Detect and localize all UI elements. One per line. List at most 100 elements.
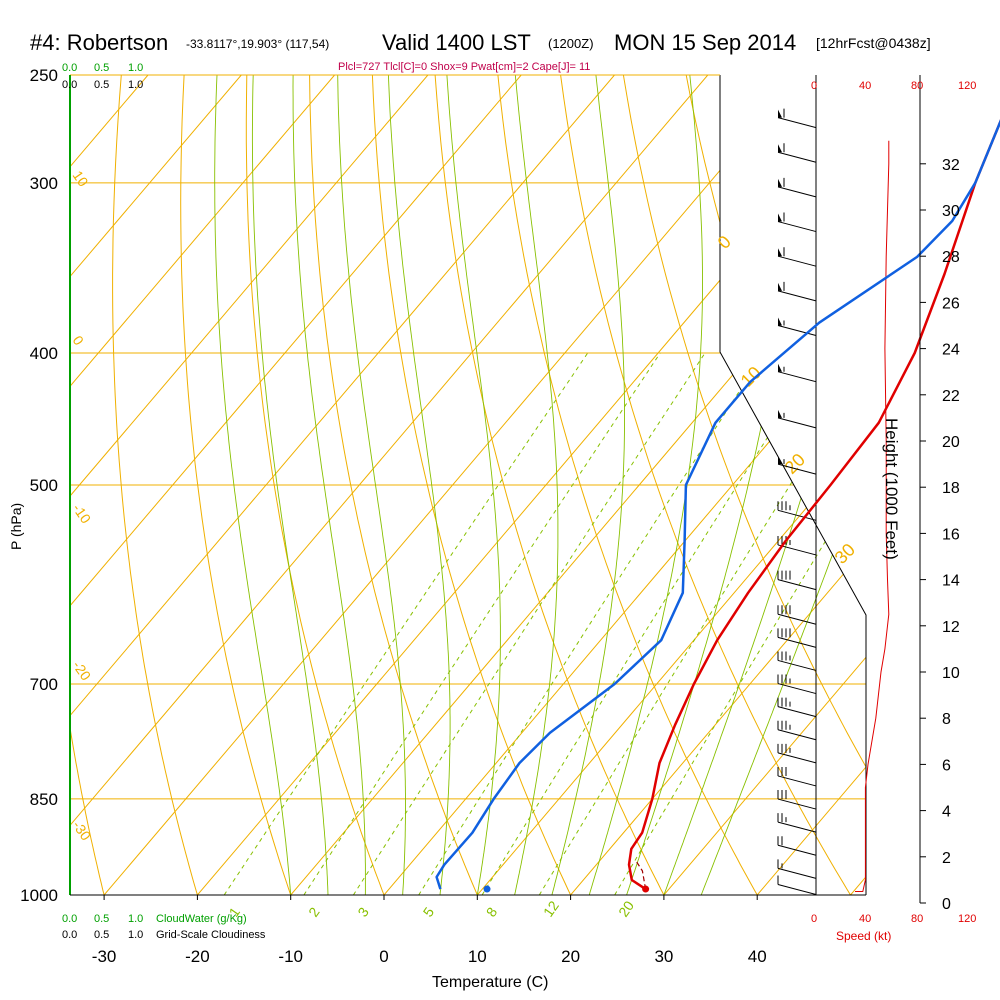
pressure-tick-850: 850 <box>30 790 58 809</box>
temp-tick--30: -30 <box>92 947 117 966</box>
barb-pennant <box>778 456 782 465</box>
speed-bot-tick-2: 80 <box>911 913 923 925</box>
cl-top-tick-2: 1.0 <box>128 79 143 91</box>
pressure-tick-1000: 1000 <box>20 886 58 905</box>
mixing-ratio-5 <box>418 352 765 895</box>
barb-shaft <box>777 844 817 856</box>
isotherm-50 <box>850 75 866 895</box>
barb-pennant <box>778 213 782 222</box>
height-tick-4: 4 <box>942 804 951 821</box>
mixing-ratio-label-5: 5 <box>420 904 438 920</box>
barb-shaft <box>777 636 817 648</box>
wind-barb-2 <box>777 836 817 856</box>
speed-top-tick-0: 0 <box>811 80 817 92</box>
cloudwater-bottom-scale: 0.0 0.5 1.0 CloudWater (g/Kg) 0.0 0.5 1.… <box>62 913 266 941</box>
moist-adiabat--6 <box>251 75 329 895</box>
height-tick-0: 0 <box>942 896 951 913</box>
barb-pennant <box>778 363 782 372</box>
moist-adiabat-34 <box>700 75 866 895</box>
mixing-ratio-8 <box>481 352 822 895</box>
speed-profile-line <box>855 140 890 892</box>
moist-adiabat-18 <box>551 75 625 895</box>
barb-shaft <box>777 325 817 336</box>
wind-barb-17 <box>777 409 817 429</box>
barb-shaft <box>777 255 817 267</box>
isotherm--40 <box>70 75 709 895</box>
mixing-ratio-label-20: 20 <box>615 898 637 920</box>
x-axis-title: Temperature (C) <box>432 974 548 991</box>
barb-shaft <box>777 151 817 163</box>
surface-temperature-dot <box>642 885 650 893</box>
cloudiness-label: Grid-Scale Cloudiness <box>156 929 266 941</box>
speed-top-tick-3: 120 <box>958 80 976 92</box>
zulu-time: (1200Z) <box>548 36 594 51</box>
barb-pennant <box>778 282 782 291</box>
barb-shaft <box>777 884 817 896</box>
mixing-ratio-label-8: 8 <box>483 904 501 920</box>
barb-shaft <box>777 775 817 787</box>
wind-barb-16 <box>777 456 817 475</box>
height-tick-6: 6 <box>942 757 951 774</box>
dry-adiabat-90 <box>811 75 866 895</box>
station-coords: -33.8117°,19.903° (117,54) <box>186 37 329 51</box>
dry-adiabat-10 <box>309 75 478 895</box>
wind-barb-19 <box>777 317 817 336</box>
wind-barb-9 <box>777 674 817 695</box>
surface-dewpoint-dot <box>483 885 491 893</box>
isotherm-label-20: 20 <box>781 450 809 478</box>
station-title: #4: Robertson <box>30 30 168 55</box>
pressure-tick-300: 300 <box>30 174 58 193</box>
height-tick-14: 14 <box>942 573 960 590</box>
dry-adiabat-label--20: -20 <box>70 658 95 684</box>
speed-bot-tick-0: 0 <box>811 913 817 925</box>
wind-barb-4 <box>777 790 817 810</box>
barb-shaft <box>777 371 817 383</box>
isotherm--90 <box>70 75 242 895</box>
moist-adiabat-2 <box>337 75 406 895</box>
wind-barb-6 <box>777 743 817 764</box>
wind-barb-12 <box>777 605 817 625</box>
panel-diagonal <box>719 75 867 895</box>
height-tick-8: 8 <box>942 711 951 728</box>
cl-top-tick-0: 0.0 <box>62 79 77 91</box>
speed-scale: 0 40 80 120 0 40 80 120 Speed (kt) <box>811 80 976 943</box>
cl-top-tick-1: 0.5 <box>94 79 109 91</box>
temp-tick-20: 20 <box>561 947 580 966</box>
barb-shaft <box>777 613 817 625</box>
isotherm--30 <box>103 75 802 895</box>
isotherm-label-30: 30 <box>831 540 859 568</box>
moist-adiabat--2 <box>292 75 366 895</box>
wind-barb-7 <box>777 720 817 741</box>
cw-top-tick-0: 0.0 <box>62 62 77 74</box>
barb-shaft <box>777 821 817 833</box>
wind-barb-11 <box>777 628 817 648</box>
height-tick-26: 26 <box>942 295 960 312</box>
barb-shaft <box>777 683 817 695</box>
barb-shaft <box>777 509 817 521</box>
moist-adiabat-14 <box>514 75 559 895</box>
height-tick-30: 30 <box>942 203 960 220</box>
height-tick-22: 22 <box>942 388 960 405</box>
dry-adiabat--20 <box>112 75 198 895</box>
isotherm-30 <box>663 75 866 895</box>
cloudwater-label: CloudWater (g/Kg) <box>156 913 247 925</box>
temp-tick-40: 40 <box>748 947 767 966</box>
dry-adiabat-0 <box>245 75 385 895</box>
mixing-ratio-label-12: 12 <box>540 898 562 920</box>
barb-shaft <box>777 117 817 129</box>
height-tick-2: 2 <box>942 850 951 867</box>
thermo-grid <box>70 75 866 895</box>
temp-tick--20: -20 <box>185 947 210 966</box>
height-tick-16: 16 <box>942 526 960 543</box>
temp-tick-0: 0 <box>379 947 388 966</box>
wind-barb-8 <box>777 697 817 718</box>
speed-bot-tick-1: 40 <box>859 913 871 925</box>
dry-adiabat-label--10: -10 <box>70 501 95 527</box>
cl-bot-tick-2: 1.0 <box>128 929 143 941</box>
cl-bot-tick-1: 0.5 <box>94 929 109 941</box>
barb-pennant <box>778 109 782 118</box>
pressure-tick-400: 400 <box>30 344 58 363</box>
